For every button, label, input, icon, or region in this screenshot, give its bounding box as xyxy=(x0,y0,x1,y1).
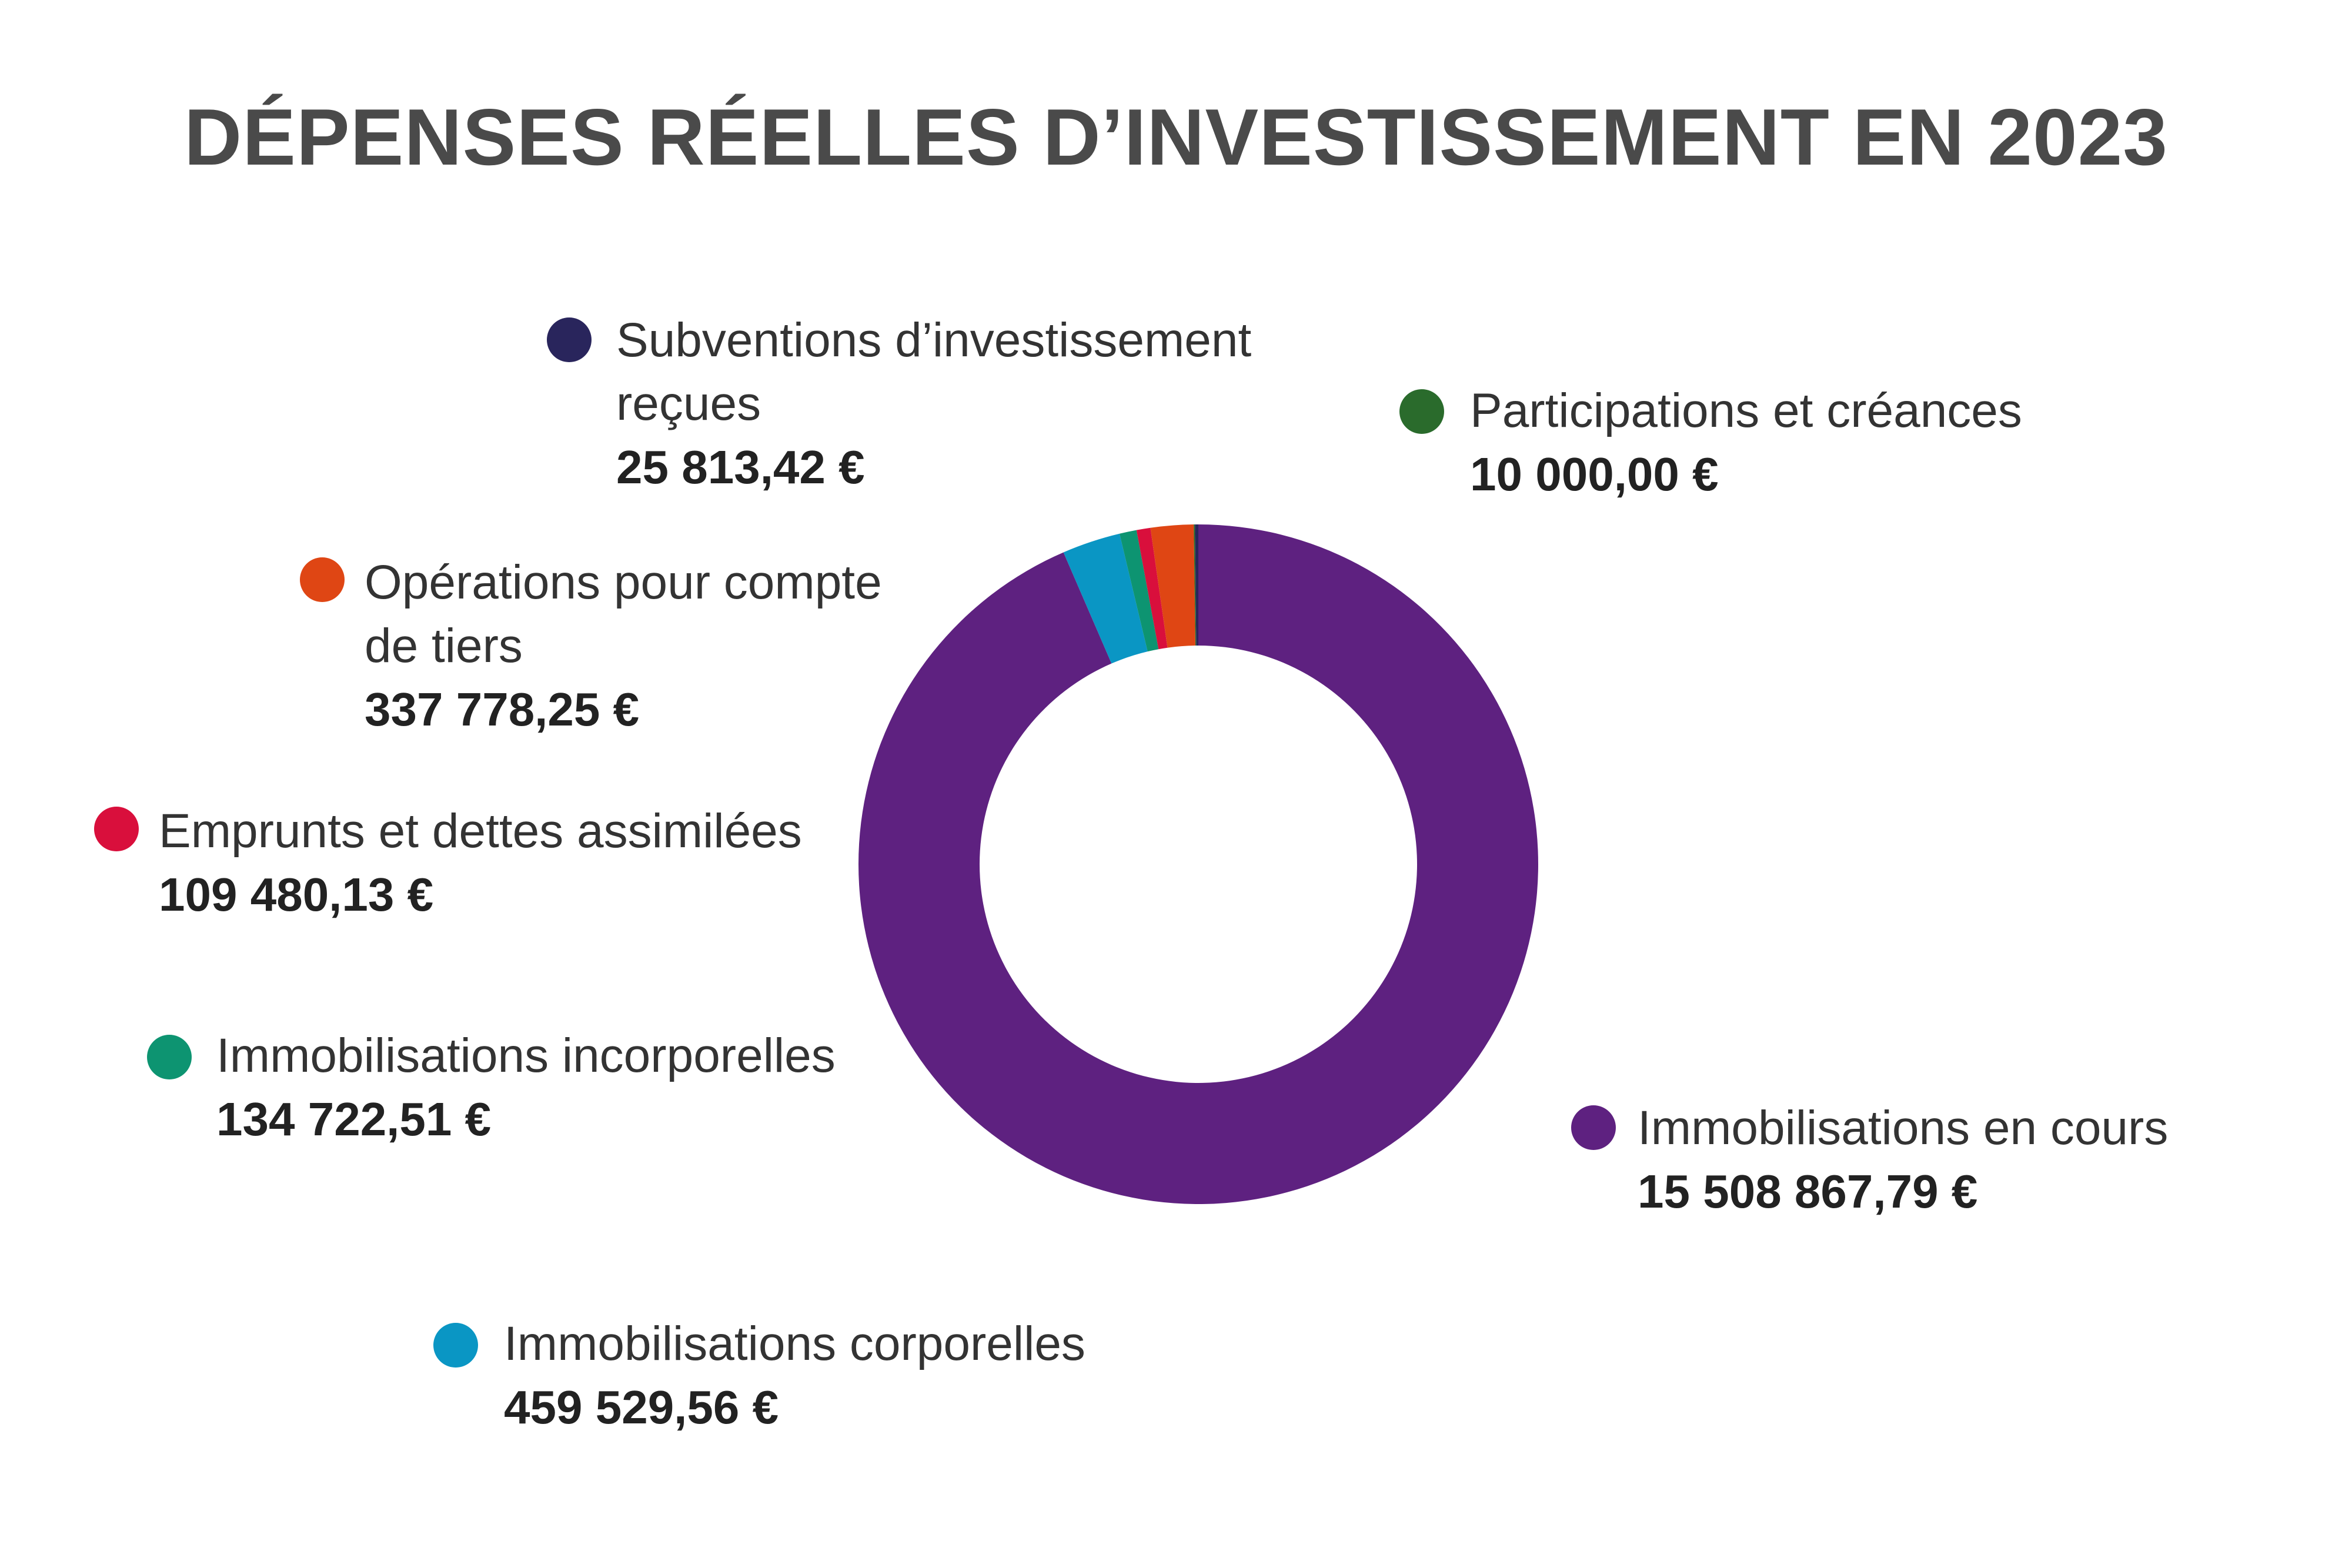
legend-dot-subventions xyxy=(547,317,592,362)
donut-slice-4 xyxy=(1150,524,1195,648)
legend-text-corporelles: Immobilisations corporelles 459 529,56 € xyxy=(504,1312,1085,1439)
legend-dot-emprunts xyxy=(94,807,139,851)
legend-label-subventions-line2: reçues xyxy=(616,377,761,430)
legend-value-en-cours: 15 508 867,79 € xyxy=(1638,1165,1978,1218)
legend-dot-participations xyxy=(1399,389,1444,434)
legend-dot-incorporelles xyxy=(147,1035,192,1079)
legend-value-participations: 10 000,00 € xyxy=(1470,448,1719,500)
donut-slice-3 xyxy=(1136,527,1168,650)
legend-text-participations: Participations et créances 10 000,00 € xyxy=(1470,379,2022,506)
legend-text-subventions: Subventions d’investissement reçues 25 8… xyxy=(616,309,1251,499)
legend-label-participations: Participations et créances xyxy=(1470,384,2022,437)
legend-label-en-cours: Immobilisations en cours xyxy=(1638,1101,2169,1155)
legend-label-corporelles: Immobilisations corporelles xyxy=(504,1317,1085,1370)
legend-label-subventions: Subventions d’investissement xyxy=(616,313,1252,367)
legend-dot-corporelles xyxy=(433,1323,478,1368)
legend-text-incorporelles: Immobilisations incorporelles 134 722,51… xyxy=(216,1024,836,1151)
chart-title: DÉPENSES RÉELLES D’INVESTISSEMENT EN 202… xyxy=(184,92,2168,182)
donut-slice-1 xyxy=(1063,533,1148,664)
donut-slice-0 xyxy=(858,524,1539,1204)
donut-slice-6 xyxy=(1195,524,1198,646)
legend-value-incorporelles: 134 722,51 € xyxy=(216,1093,492,1145)
legend-label-operations: Opérations pour compte xyxy=(365,556,882,609)
legend-label-operations-line2: de tiers xyxy=(365,619,523,673)
donut-slice-5 xyxy=(1194,524,1197,646)
legend-value-emprunts: 109 480,13 € xyxy=(159,868,434,921)
legend-value-operations: 337 778,25 € xyxy=(365,683,640,735)
legend-dot-operations xyxy=(300,557,345,602)
donut-slice-2 xyxy=(1119,530,1159,652)
legend-dot-en-cours xyxy=(1571,1105,1616,1150)
legend-label-emprunts: Emprunts et dettes assimilées xyxy=(159,804,802,858)
donut-slices xyxy=(858,524,1539,1204)
legend-text-en-cours: Immobilisations en cours 15 508 867,79 € xyxy=(1638,1096,2168,1223)
legend-value-subventions: 25 813,42 € xyxy=(616,441,865,493)
legend-text-emprunts: Emprunts et dettes assimilées 109 480,13… xyxy=(159,800,802,927)
legend-label-incorporelles: Immobilisations incorporelles xyxy=(216,1029,836,1082)
legend-text-operations: Opérations pour compte de tiers 337 778,… xyxy=(365,551,882,741)
legend-value-corporelles: 459 529,56 € xyxy=(504,1381,779,1433)
